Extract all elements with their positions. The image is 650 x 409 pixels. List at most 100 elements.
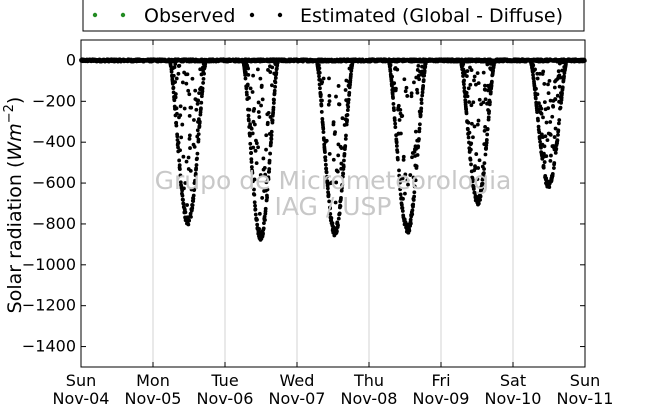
y-tick-label: −800 <box>32 214 76 233</box>
data-point <box>263 206 268 211</box>
data-point <box>557 84 562 89</box>
data-point <box>174 123 179 128</box>
data-point <box>319 110 324 114</box>
data-point <box>181 154 186 159</box>
data-point <box>388 69 393 74</box>
data-point <box>541 115 545 120</box>
data-point <box>403 191 407 196</box>
data-point <box>328 212 333 216</box>
data-point <box>271 105 276 110</box>
x-tick-label-date: Nov-05 <box>125 389 182 408</box>
data-point <box>189 214 193 219</box>
data-point <box>536 124 541 129</box>
data-point <box>176 145 180 150</box>
data-point <box>251 73 256 78</box>
data-point <box>177 163 182 168</box>
data-point <box>409 94 414 99</box>
data-point <box>250 90 255 94</box>
data-point <box>316 63 321 68</box>
data-point <box>327 152 332 156</box>
data-point <box>410 212 415 217</box>
data-point <box>464 111 469 116</box>
data-point <box>481 171 486 175</box>
legend-marker-estimated-1 <box>249 12 255 18</box>
data-point <box>336 142 341 147</box>
data-point <box>417 137 421 141</box>
data-point <box>535 76 540 81</box>
data-point <box>199 100 204 105</box>
data-point <box>263 172 268 177</box>
data-point <box>276 58 281 63</box>
data-point <box>553 150 558 155</box>
data-point <box>475 177 480 182</box>
data-point <box>320 98 324 103</box>
data-point <box>485 127 490 131</box>
data-point <box>260 196 265 200</box>
data-point <box>466 120 471 125</box>
data-point <box>462 82 466 87</box>
data-point <box>171 85 176 90</box>
data-point <box>196 98 201 103</box>
data-point <box>468 157 473 162</box>
data-point <box>345 108 350 113</box>
data-point <box>398 192 403 197</box>
data-point <box>486 115 491 120</box>
data-point <box>246 118 251 123</box>
data-point <box>412 80 416 85</box>
data-point <box>274 66 279 71</box>
data-point <box>412 194 417 199</box>
data-point <box>556 121 561 126</box>
x-axis: SunNov-04MonNov-05TueNov-06WedNov-07ThuN… <box>53 40 613 408</box>
data-point <box>539 111 544 116</box>
data-point <box>195 101 200 106</box>
data-point <box>344 122 349 127</box>
data-point <box>421 78 426 82</box>
data-point <box>415 87 419 92</box>
data-point <box>466 127 470 132</box>
data-point <box>418 113 423 117</box>
data-point <box>551 104 556 109</box>
data-point <box>177 167 182 172</box>
data-point <box>475 71 480 75</box>
data-point <box>173 95 178 100</box>
x-tick-label-date: Nov-07 <box>269 389 326 408</box>
data-point <box>184 81 189 86</box>
data-point <box>346 97 351 102</box>
data-point <box>254 141 259 146</box>
data-point <box>199 106 203 111</box>
data-point <box>336 84 341 88</box>
data-point <box>472 191 477 195</box>
data-point <box>273 80 278 85</box>
data-point <box>176 140 181 145</box>
data-points <box>79 57 587 242</box>
data-point <box>321 130 326 135</box>
data-point <box>557 118 562 122</box>
data-point <box>317 70 322 75</box>
data-point <box>469 162 473 167</box>
data-point <box>191 193 196 198</box>
data-point <box>488 100 492 105</box>
data-point <box>542 151 546 156</box>
data-point <box>340 182 345 187</box>
data-point <box>342 151 347 156</box>
data-point <box>253 148 258 153</box>
data-point <box>402 77 407 82</box>
data-point <box>174 76 179 81</box>
data-point <box>342 158 346 163</box>
data-point <box>556 132 560 137</box>
data-point <box>254 161 259 165</box>
data-point <box>187 218 192 223</box>
data-point <box>548 132 553 137</box>
y-axis-label-close: ) <box>4 97 26 104</box>
data-point <box>395 150 400 154</box>
data-point <box>482 128 487 133</box>
data-point <box>462 78 466 83</box>
data-point <box>391 96 395 100</box>
data-point <box>345 113 350 117</box>
data-point <box>536 118 540 123</box>
data-point <box>184 159 189 164</box>
data-point <box>470 121 474 126</box>
data-point <box>399 131 403 136</box>
data-point <box>468 82 473 87</box>
data-point <box>247 107 252 112</box>
